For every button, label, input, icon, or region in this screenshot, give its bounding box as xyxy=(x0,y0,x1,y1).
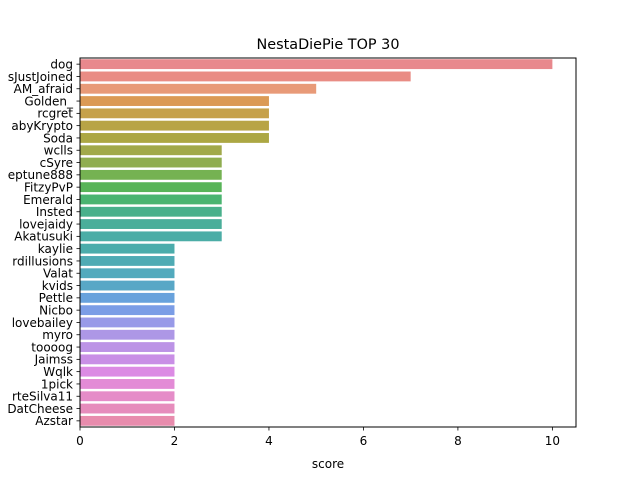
x-tick-label: 6 xyxy=(360,434,368,448)
bar-6 xyxy=(80,133,269,143)
y-axis-ticks: dogsJustJoinedAM_afraidGolden_rcgretabyK… xyxy=(7,57,80,428)
x-tick-label: 8 xyxy=(454,434,462,448)
x-axis-ticks: 0 2 4 6 8 10 xyxy=(76,427,560,448)
bars-group xyxy=(80,59,553,426)
bar-11 xyxy=(80,194,222,205)
bar-22 xyxy=(80,329,175,340)
y-tick-label: lovejaidy xyxy=(19,217,73,231)
bar-10 xyxy=(80,182,222,193)
bar-14 xyxy=(80,231,222,242)
y-tick-label: sJustJoined xyxy=(8,70,73,84)
bar-8 xyxy=(80,157,222,168)
bar-9 xyxy=(80,169,222,180)
bar-18 xyxy=(80,280,175,291)
y-tick-label: lovebailey xyxy=(12,316,73,330)
y-tick-label: Nicbo xyxy=(39,303,73,317)
y-tick-label: Jaimss xyxy=(34,353,73,367)
bar-2 xyxy=(80,83,317,94)
y-tick-label: abyKrypto xyxy=(11,119,73,133)
bar-13 xyxy=(80,219,222,229)
y-tick-label: 1pick xyxy=(41,377,73,391)
bar-25 xyxy=(80,366,175,377)
y-tick-label: cSyre xyxy=(40,156,73,170)
y-tick-label: Emerald xyxy=(23,193,73,207)
bar-15 xyxy=(80,243,175,254)
y-tick-label: rteSilva11 xyxy=(12,390,73,404)
y-tick-label: wclls xyxy=(44,144,73,158)
y-tick-label: DatCheese xyxy=(7,402,73,416)
bar-19 xyxy=(80,292,175,303)
bar-7 xyxy=(80,145,222,156)
bar-17 xyxy=(80,268,175,279)
y-tick-label: AM_afraid xyxy=(14,82,73,96)
x-tick-label: 0 xyxy=(76,434,84,448)
x-tick-label: 4 xyxy=(265,434,273,448)
y-tick-label: Golden_ xyxy=(24,94,74,108)
bar-29 xyxy=(80,415,175,426)
y-tick-label: myro xyxy=(42,328,73,342)
y-tick-label: rcgret xyxy=(37,107,73,121)
x-tick-label: 2 xyxy=(171,434,179,448)
y-tick-label: kvids xyxy=(42,279,73,293)
y-tick-label: kaylie xyxy=(38,242,73,256)
y-tick-label: dog xyxy=(50,57,73,71)
x-axis-title: score xyxy=(312,457,344,471)
bar-12 xyxy=(80,206,222,217)
y-tick-label: Valat xyxy=(43,267,73,281)
bar-16 xyxy=(80,256,175,266)
bar-21 xyxy=(80,317,175,328)
bar-20 xyxy=(80,305,175,316)
bar-26 xyxy=(80,379,175,389)
bar-28 xyxy=(80,403,175,414)
y-tick-label: rdillusions xyxy=(12,254,73,268)
x-tick-label: 10 xyxy=(545,434,560,448)
y-tick-label: Azstar xyxy=(35,414,73,428)
y-tick-label: Pettle xyxy=(39,291,73,305)
y-tick-label: eptune888 xyxy=(8,168,73,182)
bar-1 xyxy=(80,71,411,82)
bar-5 xyxy=(80,120,269,131)
y-tick-label: toooog xyxy=(31,340,73,354)
plot-frame xyxy=(79,57,577,428)
bar-3 xyxy=(80,96,269,106)
chart-title: NestaDiePie TOP 30 xyxy=(257,37,400,53)
y-tick-label: Soda xyxy=(43,131,73,145)
bar-0 xyxy=(80,59,553,70)
bar-27 xyxy=(80,391,175,402)
y-tick-label: Wqlk xyxy=(43,365,73,379)
y-tick-label: Akatusuki xyxy=(14,230,73,244)
y-tick-label: FitzyPvP xyxy=(24,180,73,194)
bar-4 xyxy=(80,108,269,119)
bar-23 xyxy=(80,342,175,352)
bar-24 xyxy=(80,354,175,365)
y-tick-label: Insted xyxy=(36,205,73,219)
